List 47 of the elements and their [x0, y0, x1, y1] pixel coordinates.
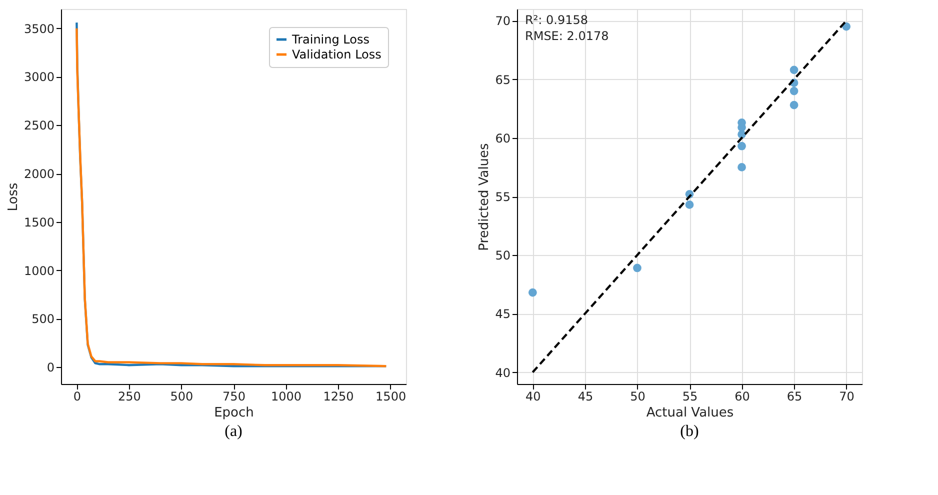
x-tick-label: 250	[118, 390, 141, 404]
y-axis-title: Loss	[6, 182, 21, 212]
y-tick-label: 55	[495, 190, 510, 204]
y-tick-label: 2500	[24, 118, 54, 133]
y-axis-title: Predicted Values	[477, 142, 492, 251]
x-tick-label: 750	[222, 390, 246, 404]
x-tick-label: 500	[170, 390, 194, 404]
legend-label: Training Loss	[291, 32, 370, 46]
y-tick-label: 500	[32, 312, 54, 326]
point	[528, 288, 537, 297]
x-tick-label: 65	[786, 390, 802, 404]
legend-label: Validation Loss	[292, 48, 382, 62]
x-axis-title: Actual Values	[646, 406, 734, 420]
x-tick-label: 60	[734, 390, 750, 404]
point	[685, 200, 694, 209]
point	[790, 100, 798, 110]
x-tick-label: 70	[839, 390, 854, 404]
y-tick-label: 60	[495, 131, 510, 146]
point	[790, 66, 798, 74]
x-tick-label: 1500	[376, 390, 406, 404]
y-tick-label: 50	[495, 248, 510, 263]
y-tick-label: 3500	[24, 22, 54, 36]
annotation: R²: 0.9158	[525, 13, 588, 27]
y-tick-label: 3000	[24, 70, 54, 84]
point	[633, 264, 642, 272]
x-tick-label: 1250	[323, 390, 354, 404]
y-tick-label: 70	[495, 14, 510, 28]
y-tick-label: 45	[495, 307, 510, 322]
text: (a)	[224, 423, 242, 440]
point	[790, 86, 798, 96]
y-tick-label: 0	[46, 360, 54, 375]
annotation: RMSE: 2.0178	[525, 29, 609, 43]
x-axis-title: Epoch	[214, 406, 254, 420]
point	[738, 163, 746, 172]
y-tick-label: 1000	[24, 264, 54, 278]
x-tick-label: 50	[630, 390, 646, 404]
y-tick-label: 65	[495, 72, 510, 87]
y-tick-label: 1500	[24, 215, 54, 230]
x-tick-label: 0	[73, 390, 81, 404]
text: (b)	[680, 423, 699, 440]
x-tick-label: 55	[682, 390, 698, 404]
x-tick-label: 40	[526, 390, 541, 404]
x-tick-label: 1000	[271, 390, 302, 404]
point	[738, 142, 746, 150]
x-tick-label: 45	[578, 390, 594, 404]
y-tick-label: 40	[495, 366, 510, 380]
y-tick-label: 2000	[24, 167, 54, 182]
